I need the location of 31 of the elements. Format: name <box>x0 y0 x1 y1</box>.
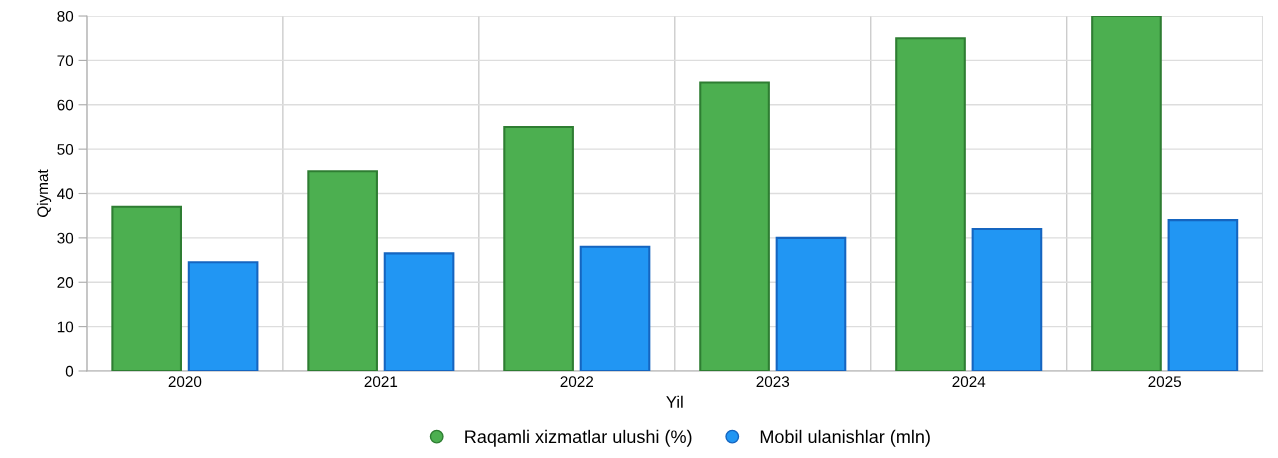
y-tick-label: 30 <box>57 232 74 244</box>
bar <box>1167 219 1239 371</box>
bar <box>699 81 770 371</box>
bar <box>383 252 455 371</box>
bar <box>111 205 182 371</box>
bar <box>579 245 651 371</box>
y-tick-label: 40 <box>57 188 74 200</box>
x-tick-label: 2025 <box>1148 376 1182 388</box>
bar <box>775 236 847 371</box>
legend-label: Raqamli xizmatlar ulushi (%) <box>465 429 692 447</box>
y-tick-label: 10 <box>57 321 74 333</box>
bar <box>895 37 966 371</box>
bar <box>971 227 1043 371</box>
y-tick-label: 20 <box>57 277 74 288</box>
legend-label: Mobil ulanishlar (mln) <box>760 429 930 447</box>
x-tick-label: 2024 <box>952 376 986 388</box>
x-axis-title: Yil <box>666 395 683 408</box>
y-axis-title: Qiymat <box>36 169 52 217</box>
y-tick-label: 80 <box>57 10 74 22</box>
bar <box>1091 16 1162 371</box>
bar <box>503 125 574 371</box>
x-tick-label: 2023 <box>756 376 790 388</box>
x-tick-label: 2021 <box>364 376 398 388</box>
bar <box>187 261 259 371</box>
y-tick-label: 60 <box>57 99 74 111</box>
y-tick-label: 0 <box>65 365 74 377</box>
y-tick-label: 70 <box>57 55 74 67</box>
y-tick-label: 50 <box>57 144 74 155</box>
bar <box>307 170 378 371</box>
x-tick-label: 2020 <box>168 376 202 388</box>
x-tick-label: 2022 <box>560 376 594 388</box>
